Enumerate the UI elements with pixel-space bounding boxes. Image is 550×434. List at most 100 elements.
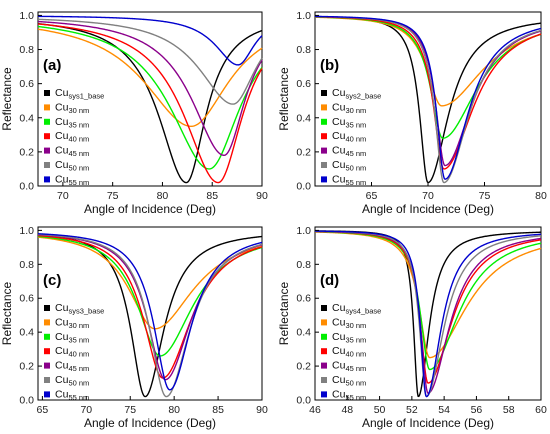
legend-swatch [44,118,50,125]
x-tick-label: 75 [124,404,136,416]
legend-swatch [44,305,50,311]
series-line-30-nm [37,28,263,127]
legend-swatch [44,176,50,183]
x-tick-label: 52 [406,404,418,416]
legend-entry: Cu35 nm [332,116,366,130]
y-tick-label: 1.0 [19,10,34,22]
series-line-55-nm [314,230,542,398]
panel-label: (d) [320,272,339,289]
legend-swatch [44,333,50,340]
x-tick-label: 80 [157,190,169,202]
y-tick-label: 0.4 [19,327,34,339]
x-tick-label: 90 [256,190,268,202]
series-line-35-nm [37,25,263,170]
x-tick-label: 70 [422,190,434,202]
y-tick-label: 0.2 [296,146,311,158]
y-tick-label: 0.6 [19,293,34,305]
legend-entry: Cu45 nm [55,145,89,159]
legend-swatch [44,147,50,154]
legend-swatch [44,348,50,355]
legend-swatch [321,362,327,369]
y-tick-label: 0.2 [296,361,311,373]
y-tick-label: 0.4 [296,327,311,339]
y-tick-label: 0.0 [19,395,34,407]
x-tick-label: 90 [256,404,268,416]
y-tick-label: 0.6 [19,78,34,90]
legend-entry: Cusys1_base [55,87,104,101]
legend-swatch [321,391,327,398]
x-tick-label: 65 [37,404,49,416]
y-tick-label: 0.0 [296,395,311,407]
x-tick-label: 80 [535,190,547,202]
legend-entry: Cu40 nm [332,130,366,144]
legend-entry: Cu40 nm [55,130,89,144]
x-tick-label: 85 [212,404,224,416]
series-line-55-nm [37,15,263,66]
legend-entry: Cu45 nm [332,145,366,159]
legend-swatch [44,319,50,326]
x-axis-title: Angle of Incidence (Deg) [84,416,216,430]
legend-entry: Cu40 nm [332,345,366,359]
y-tick-label: 1.0 [296,10,311,22]
x-tick-label: 56 [471,404,483,416]
x-axis-title: Angle of Incidence (Deg) [362,416,494,430]
plot-frame [37,11,263,187]
legend-swatch [44,162,50,168]
plot-frame [314,226,542,401]
legend-entry: Cusys3_base [55,302,104,316]
y-tick-label: 0.8 [296,44,311,56]
y-tick-label: 0.0 [19,181,34,193]
x-axis-title: Angle of Incidence (Deg) [84,202,216,216]
legend-swatch [321,133,327,140]
plot-frame [37,226,263,401]
panel-a: 70 75 80 85 90 0.0 0.2 0.4 0.6 0.8 1.0 Angle of Inc… [0,10,268,216]
panel-label: (a) [43,57,61,74]
series-line-55-nm [37,233,263,391]
x-tick-label: 60 [535,404,547,416]
series-line-55-nm [314,15,542,180]
series-line-40-nm [37,234,263,379]
legend-swatch [44,391,50,398]
y-tick-label: 0.8 [296,259,311,271]
legend-entry: Cu55 nm [55,388,89,402]
series-line-50-nm [37,18,263,105]
panel-c: 65 70 75 80 85 90 0.0 0.2 0.4 0.6 0.8 1.0 Angle of I… [0,225,268,430]
x-tick-label: 65 [366,190,378,202]
legend-entry: Cu55 nm [332,173,366,187]
legend-entry: Cu55 nm [332,388,366,402]
series-line-40-nm [37,23,263,184]
y-tick-label: 0.4 [296,112,311,124]
legend-entry: Cu50 nm [332,374,366,388]
series-group [37,233,263,398]
x-tick-label: 70 [57,190,69,202]
x-tick-label: 85 [206,190,218,202]
y-axis-title: Reflectance [277,281,291,345]
legend-swatch [44,90,50,96]
y-axis-title: Reflectance [0,67,14,131]
legend-entry: Cu35 nm [55,331,89,345]
series-line-sys1_base [37,22,263,184]
x-tick-label: 80 [168,404,180,416]
legend-swatch [321,118,327,125]
panel-label: (c) [43,272,61,289]
legend-entry: Cusys2_base [332,87,381,101]
x-tick-label: 75 [479,190,491,202]
legend-swatch [321,147,327,154]
legend-swatch [321,176,327,183]
y-tick-label: 0.8 [19,44,34,56]
series-group [314,230,542,398]
panel-d: 46 48 50 52 54 56 58 60 0.0 0.2 0.4 0.6 0.8 1.0 Angle … [277,225,547,430]
x-axis-title: Angle of Incidence (Deg) [362,202,494,216]
y-tick-label: 0.6 [296,78,311,90]
series-line-45-nm [37,20,263,156]
x-tick-label: 46 [309,404,321,416]
legend-swatch [44,377,50,383]
series-line-30-nm [37,236,263,330]
legend-entry: Cu50 nm [55,374,89,388]
legend-swatch [44,133,50,140]
legend-swatch [321,348,327,355]
